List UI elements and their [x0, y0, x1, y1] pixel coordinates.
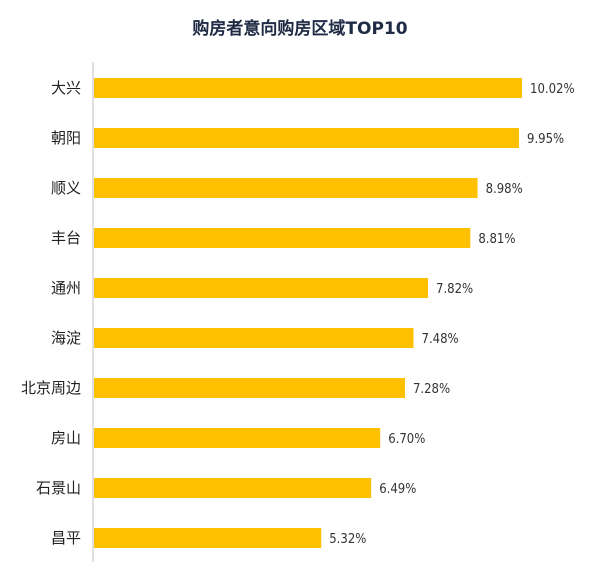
data-label: 7.28%	[413, 382, 450, 397]
category-label: 丰台	[51, 229, 81, 247]
category-label: 通州	[51, 279, 81, 297]
data-label: 6.70%	[388, 432, 425, 447]
data-label: 5.32%	[329, 532, 366, 547]
bar	[94, 428, 381, 448]
chart-title: 购房者意向购房区域TOP10	[192, 19, 408, 39]
category-label: 房山	[51, 429, 81, 447]
category-label: 海淀	[51, 329, 81, 347]
bar	[94, 378, 405, 398]
bar	[94, 528, 322, 548]
data-label: 8.81%	[478, 232, 515, 247]
data-label: 9.95%	[527, 132, 564, 147]
bar	[94, 178, 478, 198]
data-label: 6.49%	[379, 482, 416, 497]
bar	[94, 478, 372, 498]
bar	[94, 228, 471, 248]
data-label: 8.98%	[486, 182, 523, 197]
category-label: 石景山	[36, 479, 81, 497]
bar	[94, 278, 429, 298]
bar	[94, 78, 522, 98]
bar	[94, 328, 414, 348]
bar	[94, 128, 520, 148]
category-label: 顺义	[51, 179, 81, 197]
data-label: 7.48%	[422, 332, 459, 347]
category-label: 昌平	[51, 529, 81, 547]
data-label: 7.82%	[436, 282, 473, 297]
category-label: 北京周边	[21, 379, 81, 397]
data-label: 10.02%	[530, 82, 575, 97]
category-label: 朝阳	[51, 129, 81, 147]
category-label: 大兴	[51, 79, 81, 97]
